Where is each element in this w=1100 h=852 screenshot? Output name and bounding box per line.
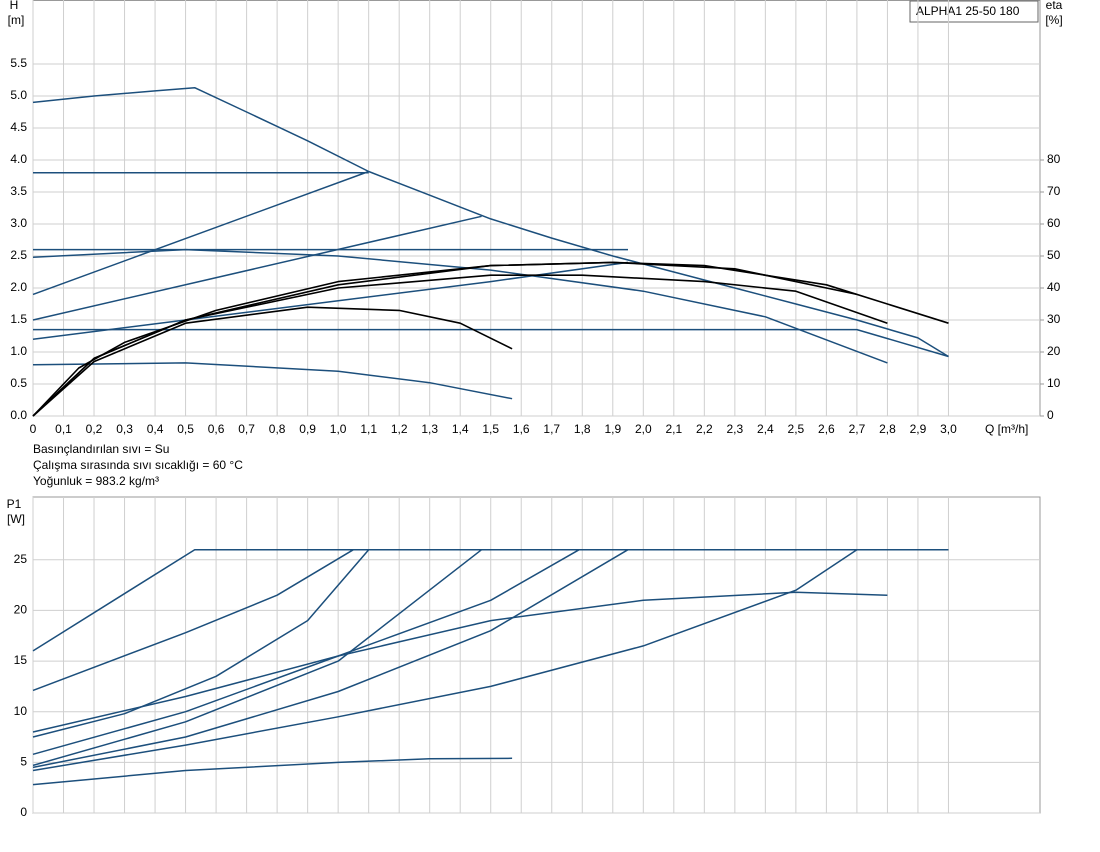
x-tick-label: 0,4 xyxy=(147,422,164,436)
x-tick-label: 2,0 xyxy=(635,422,652,436)
curve xyxy=(32,248,888,364)
x-tick-label: 0,7 xyxy=(238,422,255,436)
y2-tick-label: 80 xyxy=(1047,152,1061,166)
x-tick-label: 1,5 xyxy=(482,422,499,436)
y2-tick-label: 40 xyxy=(1047,280,1061,294)
y-tick-label: 4.0 xyxy=(10,152,27,166)
x-tick-label: 0,8 xyxy=(269,422,286,436)
y2-tick-label: 0 xyxy=(1047,408,1054,422)
x-tick-label: 1,1 xyxy=(360,422,377,436)
curve xyxy=(32,215,482,321)
curve xyxy=(32,261,858,417)
x-tick-label: 0,5 xyxy=(177,422,194,436)
y-tick-label: 5.0 xyxy=(10,88,27,102)
y-tick-label: 0.0 xyxy=(10,408,27,422)
x-tick-label: 0,3 xyxy=(116,422,133,436)
x-tick-label: 2,5 xyxy=(788,422,805,436)
annotation-box xyxy=(909,0,1039,23)
y-tick-label: 1.0 xyxy=(10,344,27,358)
y-axis-unit: [m] xyxy=(8,13,25,27)
x-tick-label: 0,1 xyxy=(55,422,72,436)
curve xyxy=(32,549,629,769)
y-axis-label: P1 xyxy=(7,497,22,511)
x-tick-label: 1,9 xyxy=(604,422,621,436)
annotation: ALPHA1 25-50 180 xyxy=(916,4,1020,18)
x-tick-label: 2,1 xyxy=(665,422,682,436)
y-tick-label: 2.5 xyxy=(10,248,27,262)
x-tick-label: 1,0 xyxy=(330,422,347,436)
y-tick-label: 3.0 xyxy=(10,216,27,230)
y-tick-label: 15 xyxy=(14,653,28,667)
curve xyxy=(32,549,483,767)
y2-axis-label: eta xyxy=(1046,0,1063,12)
y-tick-label: 1.5 xyxy=(10,312,27,326)
y2-tick-label: 10 xyxy=(1047,376,1061,390)
y-tick-label: 5 xyxy=(20,755,27,769)
note: Basınçlandırılan sıvı = Su xyxy=(33,442,169,456)
curve xyxy=(32,549,580,756)
y2-tick-label: 30 xyxy=(1047,312,1061,326)
y-axis-label: H xyxy=(10,0,19,12)
curve xyxy=(32,757,513,786)
x-tick-label: 0,6 xyxy=(208,422,225,436)
curve xyxy=(32,170,369,296)
y2-tick-label: 70 xyxy=(1047,184,1061,198)
y-tick-label: 0 xyxy=(20,805,27,819)
y-tick-label: 4.5 xyxy=(10,120,27,134)
curve xyxy=(32,549,354,692)
y2-axis-unit: [%] xyxy=(1045,13,1062,27)
x-tick-label: 2,2 xyxy=(696,422,713,436)
x-tick-label: 2,4 xyxy=(757,422,774,436)
x-tick-label: 1,4 xyxy=(452,422,469,436)
curve xyxy=(32,306,513,417)
x-tick-label: 3,0 xyxy=(940,422,957,436)
x-tick-label: 1,3 xyxy=(421,422,438,436)
x-tick-label: 2,8 xyxy=(879,422,896,436)
y-tick-label: 10 xyxy=(14,704,28,718)
x-tick-label: 1,6 xyxy=(513,422,530,436)
curve xyxy=(32,548,949,652)
y-tick-label: 2.0 xyxy=(10,280,27,294)
x-tick-label: 1,8 xyxy=(574,422,591,436)
x-tick-label: 2,9 xyxy=(910,422,927,436)
curve xyxy=(32,549,370,738)
y-tick-label: 0.5 xyxy=(10,376,27,390)
curve xyxy=(33,328,949,358)
x-axis-label: Q [m³/h] xyxy=(985,422,1028,436)
y-tick-label: 5.5 xyxy=(10,56,27,70)
y-tick-label: 20 xyxy=(14,603,28,617)
note: Yoğunluk = 983.2 kg/m³ xyxy=(33,474,159,488)
x-tick-label: 2,7 xyxy=(849,422,866,436)
x-tick-label: 2,3 xyxy=(727,422,744,436)
curve xyxy=(32,86,949,358)
y2-tick-label: 20 xyxy=(1047,344,1061,358)
curve xyxy=(32,591,888,733)
x-tick-label: 0,9 xyxy=(299,422,316,436)
x-tick-label: 0 xyxy=(30,422,37,436)
y-axis-unit: [W] xyxy=(7,512,25,526)
x-tick-label: 0,2 xyxy=(86,422,103,436)
curve xyxy=(32,362,513,400)
y-tick-label: 25 xyxy=(14,552,28,566)
y2-tick-label: 50 xyxy=(1047,248,1061,262)
x-tick-label: 2,6 xyxy=(818,422,835,436)
curve xyxy=(32,549,858,772)
x-tick-label: 1,2 xyxy=(391,422,408,436)
y2-tick-label: 60 xyxy=(1047,216,1061,230)
x-tick-label: 1,7 xyxy=(543,422,560,436)
note: Çalışma sırasında sıvı sıcaklığı = 60 °C xyxy=(33,458,243,472)
y-tick-label: 3.5 xyxy=(10,184,27,198)
